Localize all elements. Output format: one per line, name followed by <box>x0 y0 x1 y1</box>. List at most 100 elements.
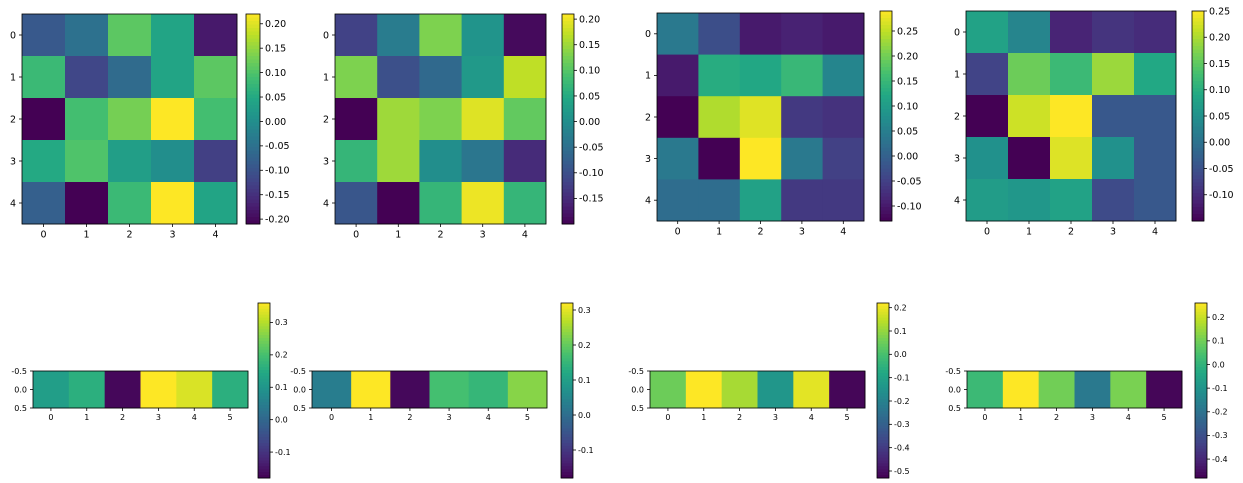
colorbar-segment <box>258 454 270 459</box>
colorbar-segment <box>561 373 573 377</box>
colorbar-segment <box>1192 95 1204 99</box>
colorbar-segment <box>1195 408 1207 412</box>
x-tick-label: 1 <box>83 230 89 241</box>
heatmap-cell <box>503 140 547 183</box>
colorbar-segment <box>1195 428 1207 432</box>
x-tick-label: 4 <box>486 413 491 422</box>
colorbar-segment <box>880 49 892 54</box>
colorbar-segment <box>258 425 270 429</box>
colorbar-segment <box>1195 370 1207 374</box>
colorbar-segment <box>880 105 892 110</box>
heatmap-cell <box>698 179 741 222</box>
colorbar-segment <box>246 196 260 200</box>
colorbar-segment <box>562 52 574 57</box>
colorbar-segment <box>246 147 260 151</box>
colorbar-segment <box>1195 311 1207 316</box>
colorbar-segment <box>562 154 574 158</box>
colorbar-segment <box>561 305 573 310</box>
colorbar-segment <box>877 396 889 400</box>
colorbar-segment <box>562 143 574 148</box>
y-tick-label: 0.0 <box>293 385 306 394</box>
colorbar-tick-label: 0.15 <box>897 76 918 87</box>
colorbar-tick-label: 0.0 <box>894 350 907 359</box>
colorbar-segment <box>1192 102 1204 106</box>
colorbar-segment <box>880 14 892 19</box>
colorbar-segment <box>561 454 573 459</box>
x-tick-label: 1 <box>395 230 401 241</box>
colorbar-segment <box>877 399 889 403</box>
colorbar-segment <box>877 375 889 380</box>
colorbar-tick-label: -0.10 <box>579 168 604 179</box>
y-tick-label: 0.5 <box>631 404 644 413</box>
x-tick-label: 0 <box>40 230 46 241</box>
colorbar-segment <box>1195 349 1207 354</box>
colorbar-segment <box>246 101 260 106</box>
colorbar-tick-label: -0.3 <box>1212 431 1228 440</box>
x-tick-label: 5 <box>845 413 850 422</box>
colorbar-segment <box>1192 46 1204 50</box>
colorbar-segment <box>880 158 892 162</box>
colorbar-segment <box>246 206 260 211</box>
colorbar-segment <box>258 314 270 319</box>
y-tick-label: -0.5 <box>945 367 961 376</box>
colorbar-segment <box>1195 422 1207 426</box>
heatmap-cell <box>419 182 462 225</box>
colorbar-tick-label: 0.20 <box>579 14 600 25</box>
colorbar-segment <box>258 448 270 453</box>
colorbar-segment <box>258 422 270 426</box>
colorbar-segment <box>1192 137 1204 141</box>
y-tick-label: 2 <box>323 114 329 125</box>
colorbar-segment <box>246 87 260 92</box>
colorbar-tick-label: 0.2 <box>1212 313 1225 322</box>
colorbar-tick-label: 0.3 <box>275 318 288 327</box>
y-tick-label: 3 <box>645 154 651 165</box>
heatmap-cell <box>966 53 1009 96</box>
colorbar-frame <box>560 302 574 479</box>
colorbar-segment <box>880 28 892 33</box>
colorbar-segment <box>1195 425 1207 429</box>
colorbar-segment <box>258 393 270 397</box>
colorbar-segment <box>561 352 573 356</box>
colorbar-segment <box>1195 390 1207 394</box>
heatmap-cell <box>429 371 470 409</box>
colorbar-segment <box>246 73 260 78</box>
colorbar-segment <box>258 361 270 365</box>
colorbar-tick-label: -0.15 <box>579 194 604 205</box>
colorbar-segment <box>880 130 892 134</box>
colorbar-segment <box>1195 402 1207 406</box>
colorbar-segment <box>877 434 889 438</box>
colorbar-frame <box>245 13 261 225</box>
colorbar-segment <box>562 31 574 36</box>
colorbar-segment <box>562 203 574 207</box>
colorbar-segment <box>562 94 574 99</box>
heatmap-cell <box>108 182 152 225</box>
heatmap-cell <box>68 371 106 409</box>
colorbar-segment <box>258 323 270 327</box>
colorbar-segment <box>246 220 260 225</box>
colorbar-segment <box>1195 445 1207 450</box>
colorbar-segment <box>880 60 892 64</box>
colorbar-segment <box>1192 161 1204 166</box>
colorbar-segment <box>877 340 889 345</box>
colorbar-segment <box>246 77 260 81</box>
colorbar-segment <box>1195 381 1207 386</box>
x-tick-label: 2 <box>407 413 412 422</box>
colorbar-segment <box>1192 179 1204 183</box>
heatmap-cell <box>194 182 238 225</box>
heatmap-cell <box>194 56 238 99</box>
y-tick-label: 0 <box>323 30 329 41</box>
colorbar-segment <box>561 413 573 418</box>
heatmap-cell <box>377 182 420 225</box>
heatmap-cell <box>461 56 505 99</box>
colorbar-segment <box>877 314 889 319</box>
colorbar-segment <box>1192 172 1204 176</box>
colorbar-segment <box>246 14 260 18</box>
colorbar-segment <box>880 70 892 75</box>
heatmap-cell <box>22 182 66 225</box>
heatmap-cell <box>1134 11 1177 54</box>
colorbar-segment <box>562 105 574 109</box>
heatmap-cell <box>1008 179 1051 222</box>
colorbar-segment <box>246 105 260 109</box>
colorbar-segment <box>562 115 574 120</box>
colorbar-segment <box>877 346 889 351</box>
